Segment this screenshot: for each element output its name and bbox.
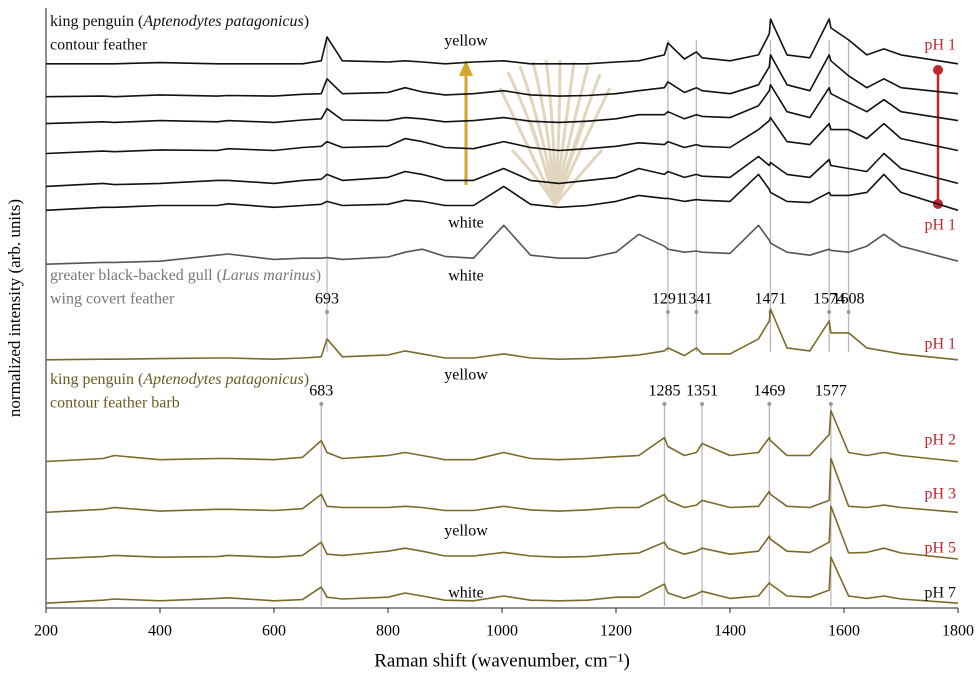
spectrum-line: [45, 457, 959, 514]
peak-dot: [662, 402, 667, 406]
peak-label: 693: [315, 291, 339, 308]
ph-label: pH 3: [924, 486, 956, 503]
x-tick-label: 800: [376, 623, 400, 640]
peak-label: 1469: [753, 383, 785, 400]
color-annotation: white: [448, 268, 484, 285]
peak-dot: [319, 402, 324, 406]
spectrum-line: [45, 116, 959, 155]
peak-label: 1351: [686, 383, 718, 400]
feather-illustration: [498, 59, 612, 206]
species-name-part: ): [304, 371, 309, 388]
color-annotation: white: [448, 215, 484, 232]
species-part: wing covert feather: [50, 291, 175, 308]
color-change-arrow: [459, 60, 473, 185]
spectrum-line: [45, 308, 959, 361]
color-annotation: white: [448, 585, 484, 602]
peak-label: 1608: [833, 291, 865, 308]
species-part: contour feather: [50, 37, 148, 54]
peak-dot: [846, 310, 851, 314]
peak-dot: [827, 310, 832, 314]
y-axis-label: normalized intensity (arb. units): [5, 199, 24, 417]
x-tick-label: 1600: [828, 623, 860, 640]
peak-label: 1291: [652, 291, 684, 308]
ph-label: pH 1: [924, 336, 956, 353]
peak-label: 1285: [648, 383, 680, 400]
x-tick-label: 1800: [942, 623, 974, 640]
species-name: king penguin (Aptenodytes patagonicus): [50, 371, 309, 388]
species-name-part: Aptenodytes patagonicus: [142, 13, 303, 30]
peak-label: 1471: [754, 291, 786, 308]
spectrum-line: [45, 505, 959, 560]
x-tick-label: 1400: [714, 623, 746, 640]
x-tick-label: 600: [262, 623, 286, 640]
peak-label: 1341: [680, 291, 712, 308]
x-tick-label: 200: [34, 623, 58, 640]
ph-label: pH 1: [924, 37, 956, 54]
species-part: contour feather barb: [50, 395, 180, 412]
spectrum-line: [45, 84, 959, 125]
species-name-part: ): [316, 267, 321, 284]
ph-range-bar: [933, 65, 943, 209]
x-tick-label: 1000: [486, 623, 518, 640]
x-axis-label: Raman shift (wavenumber, cm⁻¹): [374, 650, 630, 671]
spectrum-line: [45, 54, 959, 98]
species-name: greater black-backed gull (Larus marinus…: [50, 267, 321, 284]
peak-dot: [767, 402, 772, 406]
color-annotation: yellow: [444, 33, 488, 50]
species-name-part: Aptenodytes patagonicus: [142, 371, 303, 388]
species-name-part: Larus marinus: [221, 267, 316, 284]
spectrum-line: [45, 173, 959, 212]
spectrum-line: [45, 409, 959, 463]
spectrum-line: [45, 556, 959, 604]
color-annotation: yellow: [444, 367, 488, 384]
species-name-part: ): [304, 13, 309, 30]
spectrum-line: [45, 152, 959, 188]
peak-dot: [828, 402, 833, 406]
peak-dot: [325, 310, 330, 314]
x-tick-label: 1200: [600, 623, 632, 640]
species-name-part: king penguin (: [50, 13, 143, 30]
ph-label: pH 2: [924, 432, 956, 449]
species-name-part: greater black-backed gull (: [50, 267, 222, 284]
peak-label: 683: [309, 383, 333, 400]
species-name: king penguin (Aptenodytes patagonicus): [50, 13, 309, 30]
peak-dot: [665, 310, 670, 314]
ph-label: pH 1: [924, 217, 956, 234]
ph-label: pH 5: [924, 540, 956, 557]
peak-dot: [694, 310, 699, 314]
color-annotation: yellow: [444, 523, 488, 540]
spectrum-line: [45, 224, 959, 265]
ph-label: pH 7: [924, 585, 956, 602]
peak-dot: [700, 402, 705, 406]
peak-label: 1577: [815, 383, 847, 400]
spectrum-line: [46, 18, 959, 65]
species-name-part: king penguin (: [50, 371, 143, 388]
peak-label: 1574: [813, 291, 845, 308]
x-tick-label: 400: [148, 623, 172, 640]
